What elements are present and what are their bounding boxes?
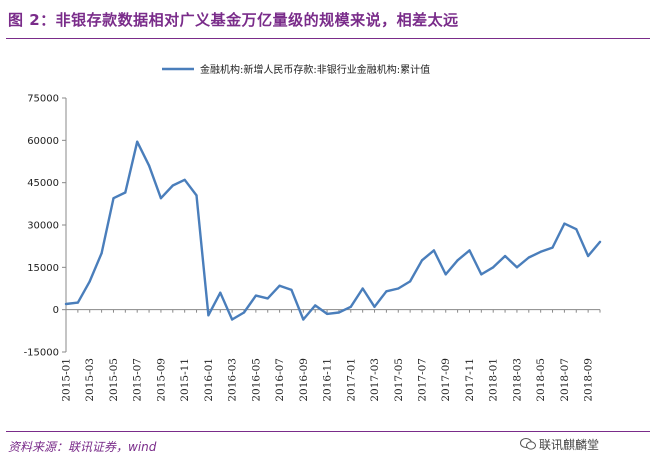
y-tick-label: 15000 [27,263,59,274]
data-point [397,287,400,290]
data-point [136,140,139,143]
data-point [242,311,246,314]
data-point [349,305,352,308]
x-tick-label: 2015-09 [155,358,167,402]
y-tick-label: 75000 [27,94,59,105]
data-point [409,280,412,283]
data-point [480,273,483,276]
data-point [266,297,269,300]
data-point [207,314,210,317]
data-point [456,259,459,262]
data-point [171,184,174,187]
x-tick-label: 2017-11 [464,358,476,402]
x-tick-label: 2018-05 [535,358,547,402]
wechat-icon [520,438,536,450]
data-point [231,318,234,321]
x-tick-label: 2016-07 [274,358,286,402]
x-tick-label: 2016-01 [203,358,215,402]
data-point [432,249,435,252]
data-point [420,259,424,262]
data-point [325,312,329,315]
data-point [124,191,127,194]
source-note: 资料来源：联讯证券，wind [8,440,157,454]
data-point [290,288,293,292]
data-point [575,228,578,231]
chart-legend: 金融机构:新增人民币存款:非银行业金融机构:累计值 [162,63,430,76]
x-tick-label: 2018-09 [583,358,595,402]
data-point [254,294,257,297]
data-point [100,252,103,255]
data-point [314,304,317,307]
data-point [503,254,507,258]
x-tick-label: 2015-05 [108,358,120,402]
data-point [587,254,590,258]
data-point [492,266,495,269]
x-tick-label: 2015-11 [179,358,191,402]
x-tick-label: 2018-01 [488,358,500,402]
y-tick-label: -15000 [24,348,59,359]
x-tick-label: 2016-11 [322,358,334,402]
x-tick-label: 2017-03 [369,358,381,402]
figure-title: 图 2：非银存款数据相对广义基金万亿量级的规模来说，相差太远 [8,11,459,29]
data-point [444,273,447,276]
data-point [219,291,222,294]
data-point [112,197,115,200]
data-point [551,246,554,249]
data-point [527,256,530,259]
data-point [195,194,198,197]
data-point [88,280,91,283]
title-divider [6,38,650,39]
series-line-0 [64,140,602,321]
y-tick-label: 60000 [27,136,59,147]
data-point [302,318,305,321]
x-tick-label: 2018-07 [559,358,571,402]
data-point [515,266,519,269]
footer-divider [6,431,650,432]
data-point [468,249,471,252]
x-axis-labels: 2015-01 2015-03 2015-05 2015-07 2015-09 2015-… [61,358,595,402]
x-tick-label: 2016-05 [250,358,262,402]
x-tick-label: 2015-01 [61,358,73,402]
watermark: 联讯麒麟堂 [520,436,599,453]
x-tick-label: 2016-03 [227,358,239,402]
legend-label: 金融机构:新增人民币存款:非银行业金融机构:累计值 [200,63,430,76]
data-point [159,197,163,200]
data-point [373,305,376,308]
data-point [361,287,364,290]
chart-axes [62,97,601,353]
y-tick-label: 30000 [27,221,59,232]
data-point [337,311,341,314]
x-tick-label: 2017-05 [393,358,405,402]
chart-series [64,140,602,321]
data-point [64,302,68,306]
data-point [539,250,542,253]
x-tick-label: 2017-09 [440,358,452,402]
x-tick-label: 2016-09 [298,358,310,402]
y-tick-label: 45000 [27,178,59,189]
data-point [147,164,151,167]
data-point [76,301,79,304]
line-chart: 金融机构:新增人民币存款:非银行业金融机构:累计值 -15000 0 15000 30… [24,63,602,402]
y-axis-labels: -15000 0 15000 30000 45000 60000 75000 [24,94,59,359]
data-point [598,240,602,244]
data-point [385,290,388,293]
x-tick-label: 2017-07 [417,358,429,402]
x-tick-label: 2018-03 [511,358,523,402]
x-tick-label: 2015-07 [132,358,144,402]
data-point [563,222,566,225]
y-tick-label: 0 [53,305,59,316]
data-point [278,284,281,287]
data-point [183,178,186,181]
x-tick-label: 2015-03 [84,358,96,402]
x-tick-label: 2017-01 [345,358,357,402]
watermark-text: 联讯麒麟堂 [539,438,600,452]
